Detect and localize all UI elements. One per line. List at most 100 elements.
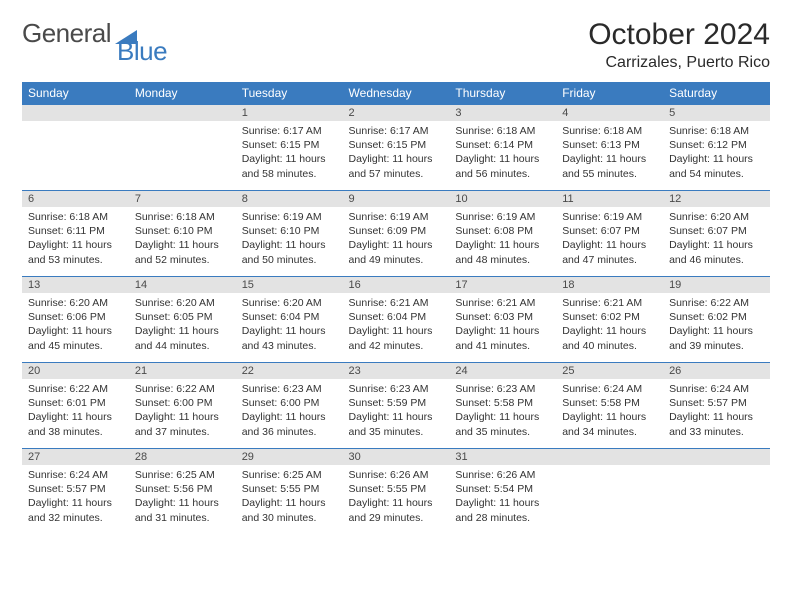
cell-body: Sunrise: 6:21 AMSunset: 6:02 PMDaylight:… [556, 293, 663, 359]
calendar-cell: 7Sunrise: 6:18 AMSunset: 6:10 PMDaylight… [129, 190, 236, 276]
daylight-text-1: Daylight: 11 hours [669, 152, 764, 166]
daylight-text-1: Daylight: 11 hours [28, 238, 123, 252]
daylight-text-2: and 39 minutes. [669, 339, 764, 353]
sunset-text: Sunset: 6:06 PM [28, 310, 123, 324]
date-number: 13 [22, 276, 129, 293]
week-row: 20Sunrise: 6:22 AMSunset: 6:01 PMDayligh… [22, 362, 770, 448]
daylight-text-2: and 55 minutes. [562, 167, 657, 181]
date-number: 29 [236, 448, 343, 465]
date-number: 27 [22, 448, 129, 465]
daylight-text-2: and 35 minutes. [455, 425, 550, 439]
cell-body: Sunrise: 6:24 AMSunset: 5:57 PMDaylight:… [663, 379, 770, 445]
sunset-text: Sunset: 5:58 PM [455, 396, 550, 410]
sunrise-text: Sunrise: 6:23 AM [349, 382, 444, 396]
daylight-text-1: Daylight: 11 hours [242, 410, 337, 424]
cell-body: Sunrise: 6:18 AMSunset: 6:10 PMDaylight:… [129, 207, 236, 273]
date-number: 17 [449, 276, 556, 293]
daylight-text-1: Daylight: 11 hours [28, 496, 123, 510]
sunrise-text: Sunrise: 6:23 AM [242, 382, 337, 396]
sunset-text: Sunset: 6:08 PM [455, 224, 550, 238]
week-row: 27Sunrise: 6:24 AMSunset: 5:57 PMDayligh… [22, 448, 770, 534]
logo-text-general: General [22, 18, 111, 49]
daylight-text-1: Daylight: 11 hours [669, 238, 764, 252]
day-header: Saturday [663, 82, 770, 104]
sunrise-text: Sunrise: 6:20 AM [135, 296, 230, 310]
daylight-text-2: and 35 minutes. [349, 425, 444, 439]
location: Carrizales, Puerto Rico [588, 54, 770, 72]
title-block: October 2024 Carrizales, Puerto Rico [588, 18, 770, 72]
calendar-cell: 19Sunrise: 6:22 AMSunset: 6:02 PMDayligh… [663, 276, 770, 362]
cell-body [663, 465, 770, 474]
daylight-text-2: and 57 minutes. [349, 167, 444, 181]
sunrise-text: Sunrise: 6:22 AM [28, 382, 123, 396]
sunrise-text: Sunrise: 6:21 AM [349, 296, 444, 310]
cell-body: Sunrise: 6:23 AMSunset: 5:59 PMDaylight:… [343, 379, 450, 445]
daylight-text-1: Daylight: 11 hours [455, 496, 550, 510]
cell-body: Sunrise: 6:22 AMSunset: 6:01 PMDaylight:… [22, 379, 129, 445]
daylight-text-1: Daylight: 11 hours [242, 324, 337, 338]
date-number: 15 [236, 276, 343, 293]
date-number: 4 [556, 104, 663, 121]
date-number [663, 448, 770, 465]
date-number: 20 [22, 362, 129, 379]
daylight-text-2: and 38 minutes. [28, 425, 123, 439]
cell-body: Sunrise: 6:18 AMSunset: 6:11 PMDaylight:… [22, 207, 129, 273]
daylight-text-2: and 29 minutes. [349, 511, 444, 525]
daylight-text-1: Daylight: 11 hours [455, 238, 550, 252]
sunrise-text: Sunrise: 6:18 AM [455, 124, 550, 138]
daylight-text-2: and 52 minutes. [135, 253, 230, 267]
calendar-cell: 9Sunrise: 6:19 AMSunset: 6:09 PMDaylight… [343, 190, 450, 276]
calendar-cell: 17 Sunrise: 6:21 AMSunset: 6:03 PMDayligh… [449, 276, 556, 362]
daylight-text-2: and 28 minutes. [455, 511, 550, 525]
daylight-text-2: and 37 minutes. [135, 425, 230, 439]
sunset-text: Sunset: 5:55 PM [242, 482, 337, 496]
cell-body: Sunrise: 6:20 AMSunset: 6:05 PMDaylight:… [129, 293, 236, 359]
cell-body: Sunrise: 6:23 AMSunset: 6:00 PMDaylight:… [236, 379, 343, 445]
day-header: Wednesday [343, 82, 450, 104]
date-number: 5 [663, 104, 770, 121]
sunrise-text: Sunrise: 6:18 AM [562, 124, 657, 138]
daylight-text-1: Daylight: 11 hours [669, 324, 764, 338]
daylight-text-2: and 47 minutes. [562, 253, 657, 267]
daylight-text-1: Daylight: 11 hours [562, 410, 657, 424]
daylight-text-1: Daylight: 11 hours [455, 324, 550, 338]
daylight-text-1: Daylight: 11 hours [28, 324, 123, 338]
sunset-text: Sunset: 6:07 PM [562, 224, 657, 238]
date-number [129, 104, 236, 121]
calendar-cell: 28Sunrise: 6:25 AMSunset: 5:56 PMDayligh… [129, 448, 236, 534]
cell-body: Sunrise: 6:21 AMSunset: 6:04 PMDaylight:… [343, 293, 450, 359]
sunrise-text: Sunrise: 6:21 AM [562, 296, 657, 310]
calendar-cell: 30Sunrise: 6:26 AMSunset: 5:55 PMDayligh… [343, 448, 450, 534]
date-number: 22 [236, 362, 343, 379]
sunrise-text: Sunrise: 6:19 AM [562, 210, 657, 224]
sunset-text: Sunset: 6:02 PM [562, 310, 657, 324]
daylight-text-2: and 50 minutes. [242, 253, 337, 267]
sunrise-text: Sunrise: 6:21 AM [455, 296, 550, 310]
sunrise-text: Sunrise: 6:20 AM [669, 210, 764, 224]
sunrise-text: Sunrise: 6:19 AM [455, 210, 550, 224]
daylight-text-1: Daylight: 11 hours [242, 238, 337, 252]
month-title: October 2024 [588, 18, 770, 52]
sunset-text: Sunset: 6:15 PM [242, 138, 337, 152]
cell-body: Sunrise: 6:20 AMSunset: 6:04 PMDaylight:… [236, 293, 343, 359]
sunrise-text: Sunrise: 6:22 AM [669, 296, 764, 310]
day-header: Sunday [22, 82, 129, 104]
sunset-text: Sunset: 6:15 PM [349, 138, 444, 152]
cell-body: Sunrise: 6:26 AMSunset: 5:55 PMDaylight:… [343, 465, 450, 531]
cell-body: Sunrise: 6:24 AMSunset: 5:58 PMDaylight:… [556, 379, 663, 445]
calendar-cell: 8Sunrise: 6:19 AMSunset: 6:10 PMDaylight… [236, 190, 343, 276]
cell-body [129, 121, 236, 130]
daylight-text-2: and 45 minutes. [28, 339, 123, 353]
calendar-cell: 26Sunrise: 6:24 AMSunset: 5:57 PMDayligh… [663, 362, 770, 448]
sunset-text: Sunset: 6:03 PM [455, 310, 550, 324]
sunrise-text: Sunrise: 6:24 AM [28, 468, 123, 482]
date-number: 26 [663, 362, 770, 379]
sunrise-text: Sunrise: 6:26 AM [349, 468, 444, 482]
calendar-cell [129, 104, 236, 190]
daylight-text-1: Daylight: 11 hours [349, 410, 444, 424]
calendar-cell: 5Sunrise: 6:18 AMSunset: 6:12 PMDaylight… [663, 104, 770, 190]
calendar-cell: 6Sunrise: 6:18 AMSunset: 6:11 PMDaylight… [22, 190, 129, 276]
calendar-cell: 24Sunrise: 6:23 AMSunset: 5:58 PMDayligh… [449, 362, 556, 448]
header: General Blue October 2024 Carrizales, Pu… [22, 18, 770, 72]
cell-body: Sunrise: 6:24 AMSunset: 5:57 PMDaylight:… [22, 465, 129, 531]
